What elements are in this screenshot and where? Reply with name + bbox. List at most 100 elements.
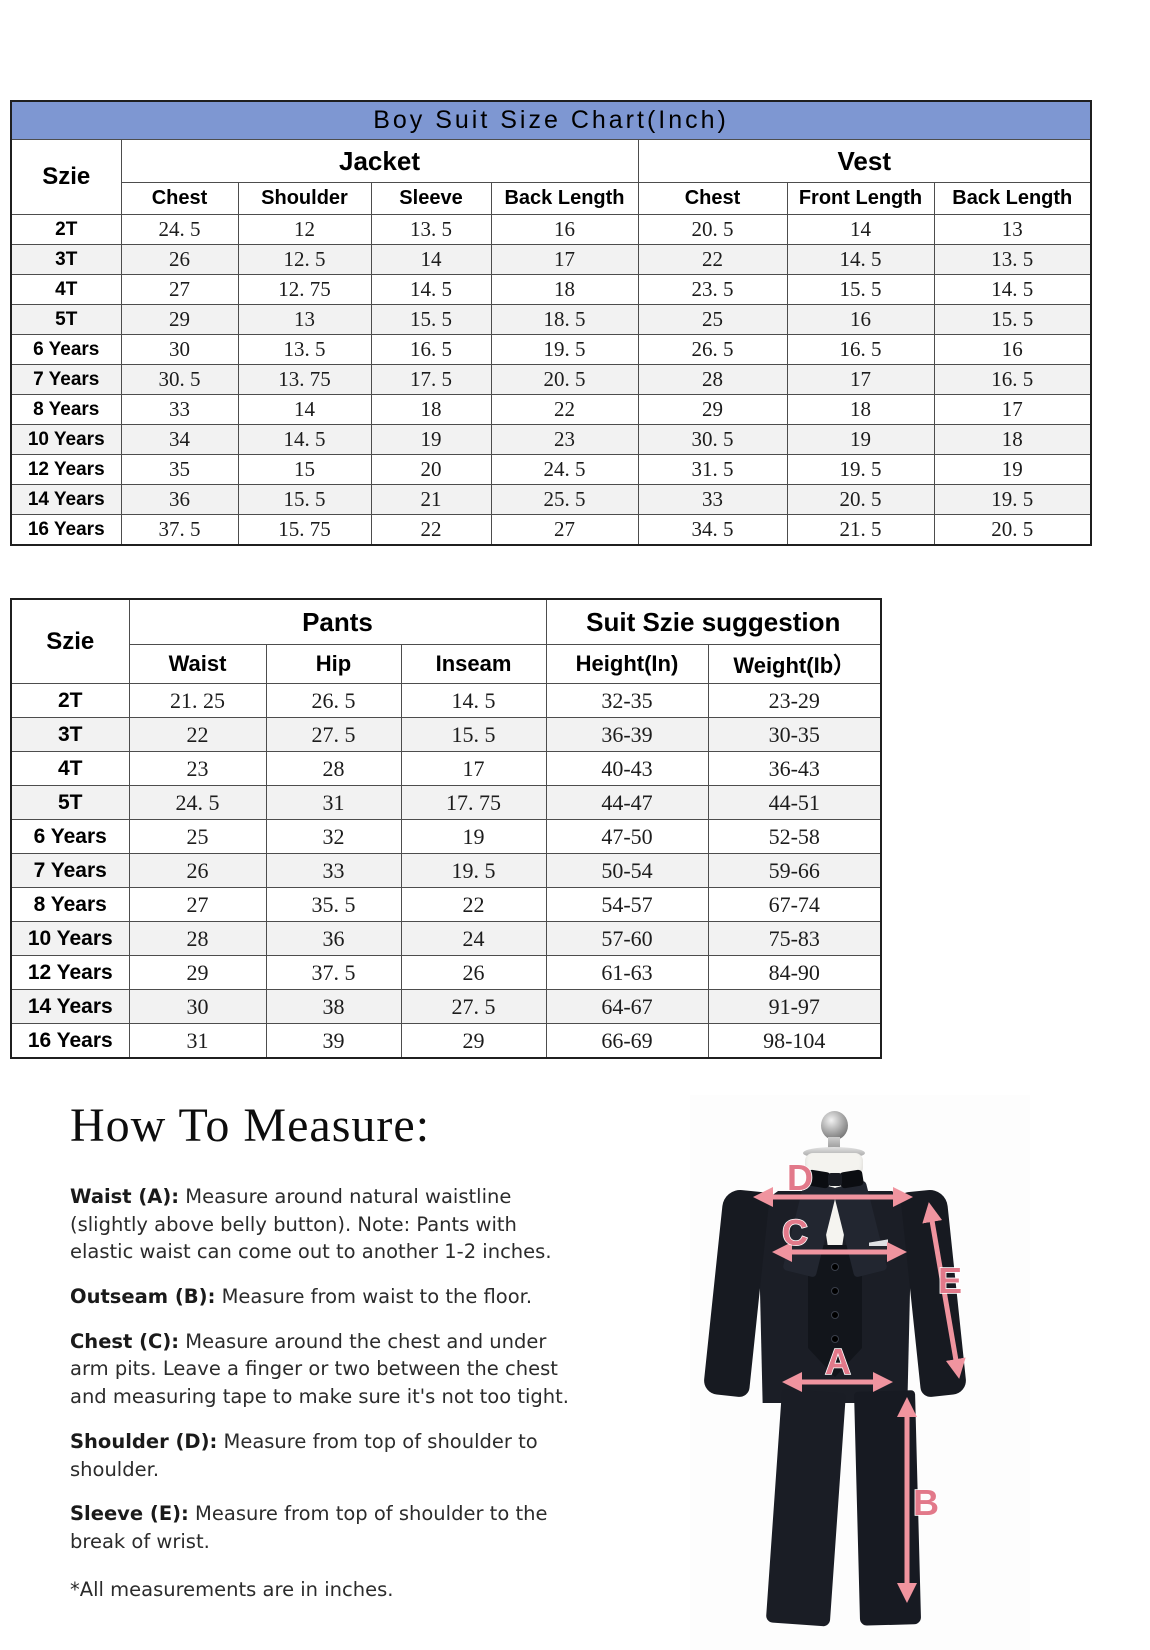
value-cell: 23. 5 (637, 274, 788, 305)
value-cell: 39 (265, 1023, 402, 1059)
value-cell: 27. 5 (265, 717, 402, 752)
table-row: 16 Years 31 39 29 66-69 98-104 (10, 1023, 882, 1059)
pants-suggestion-size-table: Szie Pants Suit Szie suggestion Waist Hi… (10, 598, 882, 1059)
value-cell: 19 (933, 454, 1092, 485)
value-cell: 14 (237, 394, 372, 425)
value-cell: 17. 5 (370, 364, 492, 395)
table-row: 6 Years 25 32 19 47-50 52-58 (10, 819, 882, 854)
table-row: 12 Years 35 15 20 24. 5 31. 5 19. 5 19 (10, 454, 1092, 485)
size-cell: 7 Years (10, 853, 130, 888)
value-cell: 30. 5 (120, 364, 239, 395)
value-cell: 17 (933, 394, 1092, 425)
label-b: B (913, 1482, 939, 1523)
value-cell: 18 (490, 274, 639, 305)
value-cell: 64-67 (545, 989, 709, 1024)
value-cell: 24 (400, 921, 547, 956)
measure-instruction-outseam: Outseam (B): Measure from waist to the f… (70, 1283, 575, 1311)
size-cell: 5T (10, 304, 122, 335)
value-cell: 15. 5 (786, 274, 935, 305)
how-to-measure-heading: How To Measure: (70, 1099, 431, 1152)
table-group-header-row: Szie Jacket Vest (10, 139, 1092, 215)
value-cell: 17. 75 (400, 785, 547, 820)
size-cell: 16 Years (10, 514, 122, 546)
value-cell: 52-58 (707, 819, 882, 854)
size-cell: 16 Years (10, 1023, 130, 1059)
value-cell: 18 (933, 424, 1092, 455)
value-cell: 98-104 (707, 1023, 882, 1059)
size-cell: 6 Years (10, 334, 122, 365)
table-row: 8 Years 33 14 18 22 29 18 17 (10, 394, 1092, 425)
value-cell: 27 (120, 274, 239, 305)
value-cell: 12 (237, 214, 372, 245)
value-cell: 30-35 (707, 717, 882, 752)
table-row: 3T 26 12. 5 14 17 22 14. 5 13. 5 (10, 244, 1092, 275)
pants-group-header: Pants (128, 598, 547, 645)
size-cell: 3T (10, 717, 130, 752)
value-cell: 19 (370, 424, 492, 455)
value-cell: 32 (265, 819, 402, 854)
value-cell: 31 (265, 785, 402, 820)
table-row: 3T 22 27. 5 15. 5 36-39 30-35 (10, 717, 882, 752)
value-cell: 66-69 (545, 1023, 709, 1059)
value-cell: 34. 5 (637, 514, 788, 546)
size-cell: 5T (10, 785, 130, 820)
label-e: E (938, 1260, 962, 1301)
value-cell: 26 (120, 244, 239, 275)
jacket-back-length-header: Back Length (490, 182, 639, 215)
value-cell: 14. 5 (370, 274, 492, 305)
value-cell: 13 (933, 214, 1092, 245)
value-cell: 23 (128, 751, 267, 786)
size-cell: 8 Years (10, 394, 122, 425)
label-d: D (787, 1157, 813, 1198)
value-cell: 44-51 (707, 785, 882, 820)
value-cell: 36-39 (545, 717, 709, 752)
measure-text-chest: Measure around the chest and under arm p… (70, 1329, 569, 1409)
vest-chest-header: Chest (637, 182, 788, 215)
value-cell: 22 (400, 887, 547, 922)
size-cell: 12 Years (10, 454, 122, 485)
suit-photo: D C E A B (690, 1095, 1030, 1650)
label-a: A (825, 1341, 851, 1382)
value-cell: 36-43 (707, 751, 882, 786)
measure-label-waist: Waist (A): (70, 1185, 180, 1208)
value-cell: 22 (637, 244, 788, 275)
value-cell: 61-63 (545, 955, 709, 990)
value-cell: 14. 5 (786, 244, 935, 275)
value-cell: 38 (265, 989, 402, 1024)
table-row: 2T 21. 25 26. 5 14. 5 32-35 23-29 (10, 683, 882, 718)
value-cell: 16 (933, 334, 1092, 365)
measure-instruction-waist: Waist (A): Measure around natural waistl… (70, 1183, 575, 1266)
value-cell: 22 (490, 394, 639, 425)
table-row: 2T 24. 5 12 13. 5 16 20. 5 14 13 (10, 214, 1092, 245)
measure-text-sleeve: Measure from top of shoulder to the brea… (70, 1502, 548, 1553)
value-cell: 18 (786, 394, 935, 425)
value-cell: 14 (370, 244, 492, 275)
value-cell: 23-29 (707, 683, 882, 718)
vest-back-length-header: Back Length (933, 182, 1092, 215)
vest-button (831, 1287, 839, 1295)
mannequin-knob-icon (821, 1111, 848, 1140)
value-cell: 40-43 (545, 751, 709, 786)
value-cell: 15. 75 (237, 514, 372, 546)
value-cell: 30 (120, 334, 239, 365)
value-cell: 17 (490, 244, 639, 275)
size-cell: 4T (10, 751, 130, 786)
value-cell: 14. 5 (933, 274, 1092, 305)
table-subheader-row: Chest Shoulder Sleeve Back Length Chest … (11, 182, 1092, 215)
value-cell: 20. 5 (933, 514, 1092, 546)
value-cell: 29 (400, 1023, 547, 1059)
value-cell: 23 (490, 424, 639, 455)
value-cell: 20. 5 (490, 364, 639, 395)
value-cell: 21. 5 (786, 514, 935, 546)
size-cell: 2T (10, 683, 130, 718)
measure-text-waist: Measure around natural waistline (slight… (70, 1185, 552, 1264)
value-cell: 17 (400, 751, 547, 786)
size-column-header: Szie (10, 598, 130, 684)
jacket-sleeve-header: Sleeve (370, 182, 492, 215)
value-cell: 84-90 (707, 955, 882, 990)
table-group-header-row: Szie Pants Suit Szie suggestion (10, 598, 882, 684)
how-to-measure-section: How To Measure: Waist (A): Measure aroun… (70, 1098, 575, 1620)
value-cell: 91-97 (707, 989, 882, 1024)
value-cell: 15. 5 (933, 304, 1092, 335)
value-cell: 19 (400, 819, 547, 854)
